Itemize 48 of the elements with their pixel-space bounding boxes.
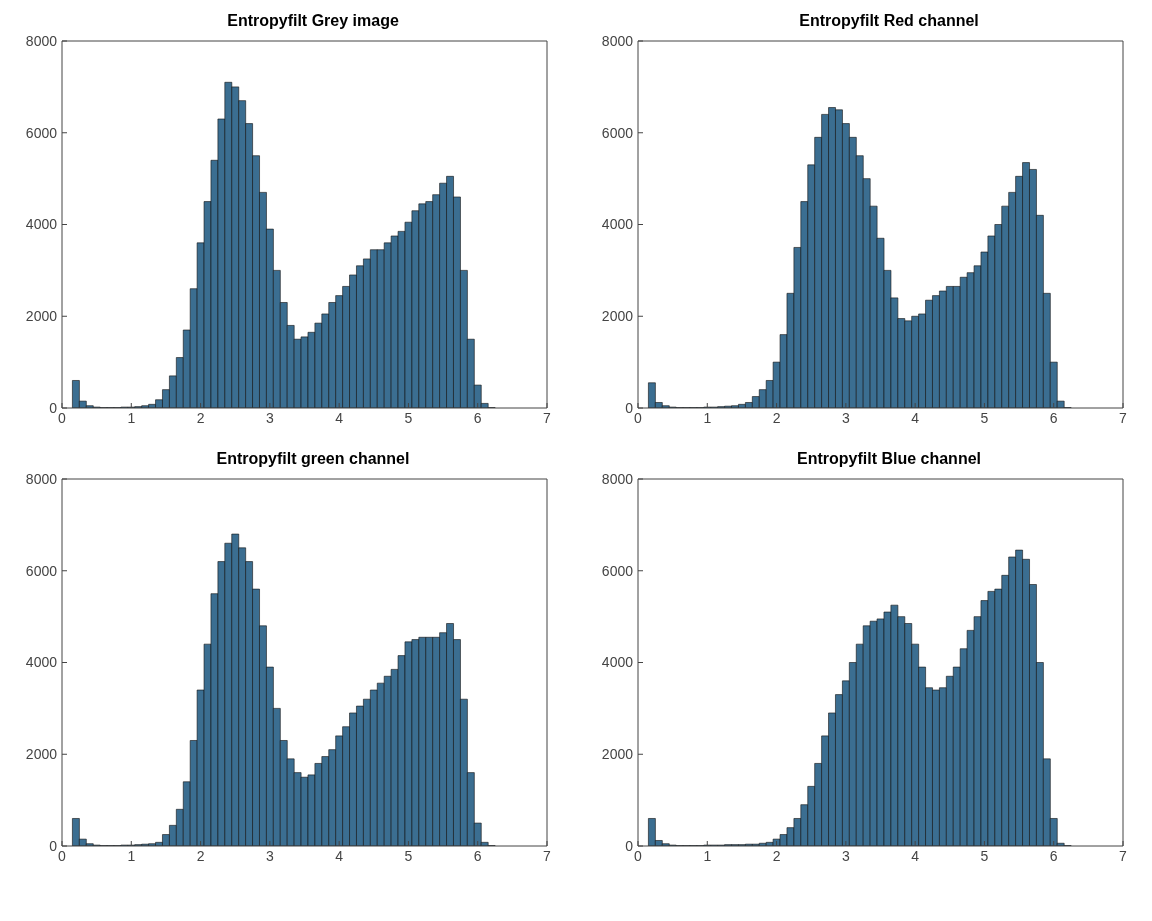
x-tick-label: 2	[196, 409, 205, 426]
y-tick-label: 8000	[25, 32, 58, 49]
x-tick-label: 5	[980, 409, 989, 426]
y-tick-label: 4000	[25, 216, 58, 233]
x-tick-label: 5	[404, 847, 413, 864]
x-tick-label: 6	[1049, 847, 1058, 864]
x-tick-label: 7	[543, 847, 552, 864]
x-tick-label: 4	[911, 847, 920, 864]
x-tick-label: 7	[543, 409, 552, 426]
chart-title: Entropyfilt Red channel	[798, 11, 980, 31]
x-tick-label: 3	[841, 409, 850, 426]
y-tick-label: 8000	[601, 470, 634, 487]
x-tick-label: 1	[127, 847, 136, 864]
x-tick-label: 2	[772, 847, 781, 864]
x-tick-label: 4	[335, 847, 344, 864]
x-tick-label: 1	[127, 409, 136, 426]
y-tick-label: 4000	[601, 216, 634, 233]
y-tick-label: 6000	[25, 124, 58, 141]
x-tick-label: 3	[265, 409, 274, 426]
y-tick-label: 2000	[25, 308, 58, 325]
y-tick-label: 6000	[25, 562, 58, 579]
x-tick-label: 7	[1119, 847, 1128, 864]
chart-title: Entropyfilt Grey image	[226, 11, 400, 31]
x-tick-label: 6	[1049, 409, 1058, 426]
x-tick-label: 1	[703, 847, 712, 864]
chart-title: Entropyfilt green channel	[215, 449, 411, 469]
y-tick-label: 4000	[25, 654, 58, 671]
x-tick-label: 3	[265, 847, 274, 864]
x-tick-label: 2	[196, 847, 205, 864]
y-tick-label: 6000	[601, 562, 634, 579]
x-tick-label: 4	[335, 409, 344, 426]
y-tick-label: 2000	[601, 746, 634, 763]
x-tick-label: 6	[473, 847, 482, 864]
chart-title: Entropyfilt Blue channel	[796, 449, 982, 469]
y-tick-label: 4000	[601, 654, 634, 671]
x-tick-label: 4	[911, 409, 920, 426]
y-tick-label: 2000	[601, 308, 634, 325]
x-tick-label: 1	[703, 409, 712, 426]
x-tick-label: 5	[404, 409, 413, 426]
x-tick-label: 3	[841, 847, 850, 864]
y-tick-label: 6000	[601, 124, 634, 141]
x-tick-label: 7	[1119, 409, 1128, 426]
y-tick-label: 2000	[25, 746, 58, 763]
y-tick-label: 8000	[25, 470, 58, 487]
x-tick-label: 6	[473, 409, 482, 426]
y-tick-label: 8000	[601, 32, 634, 49]
x-tick-label: 2	[772, 409, 781, 426]
x-tick-label: 5	[980, 847, 989, 864]
